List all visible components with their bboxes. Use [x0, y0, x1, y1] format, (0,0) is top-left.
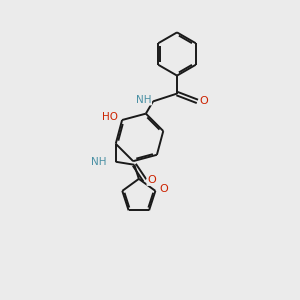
Text: O: O: [159, 184, 168, 194]
Text: NH: NH: [91, 157, 106, 167]
Text: O: O: [200, 96, 208, 106]
Text: NH: NH: [136, 95, 152, 105]
Text: HO: HO: [101, 112, 118, 122]
Text: O: O: [147, 176, 156, 185]
